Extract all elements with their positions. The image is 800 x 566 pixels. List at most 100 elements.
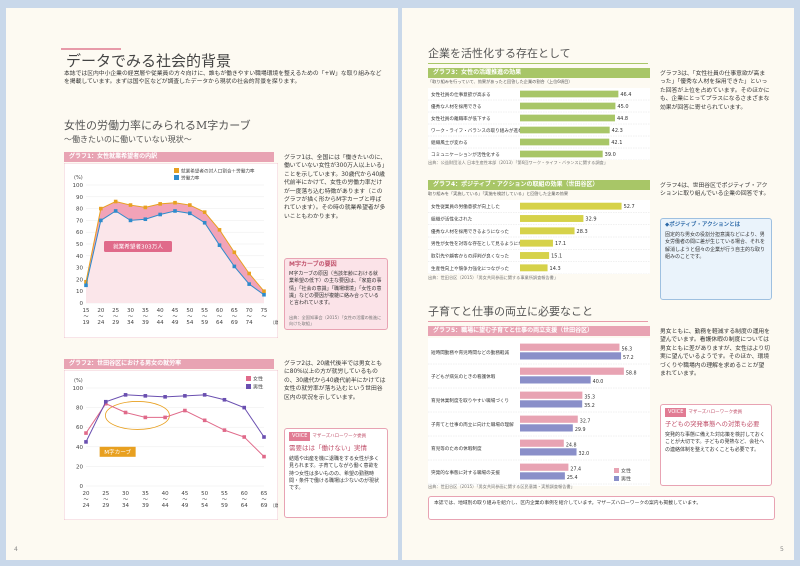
graph5-value: 56.3 <box>621 346 632 352</box>
graph4-bar <box>520 252 550 259</box>
graph5-category: 突発的な事態に対する職場の支援 <box>431 469 500 476</box>
graph1-point <box>143 205 148 210</box>
graph1-ytick: 100 <box>73 183 84 189</box>
graph1-xtick-sep: 〜 <box>83 314 88 320</box>
graph4-bar <box>520 239 553 247</box>
graph2-xtick: 30 <box>122 491 129 497</box>
mcurve-box-text: M字カーブの原因（当該年齢における就業希望の低下）の主な要因は、「家庭の事情」「… <box>289 271 382 306</box>
graph5-bar-female <box>520 367 624 375</box>
graph5-value: 24.8 <box>566 442 577 448</box>
graph3-category: ワーク・ライフ・バランスの取り組みが進む <box>431 127 523 134</box>
graph5-value: 57.2 <box>623 355 634 361</box>
mcurve-box: M字カーブの要因 M字カーブの原因（当該年齢における就業希望の低下）の主な要因は… <box>284 258 388 330</box>
graph2-line-female <box>85 403 265 457</box>
graph1-point <box>143 217 148 222</box>
graph1-xtick: 35 <box>142 308 149 314</box>
graph1-xtick: 50 <box>186 308 193 314</box>
graph5-legend-female: 女性 <box>621 468 631 475</box>
graph1-xtick-end: 34 <box>127 320 134 326</box>
graph5-bar-female <box>520 415 578 423</box>
graph1-xtick: 75 <box>261 308 268 314</box>
graph5-legend-male: 男性 <box>621 476 631 483</box>
section-title: 女性の労働力率にみられるM字カーブ <box>64 119 251 132</box>
section-subtitle: ～働きたいのに働いていない現状～ <box>64 135 192 144</box>
graph1-point <box>84 283 88 288</box>
graph4-header: グラフ4：ポジティブ・アクションの取組の効果（世田谷区） <box>428 180 650 190</box>
graph2-point <box>84 431 88 435</box>
page-number-left: 4 <box>14 546 18 553</box>
pa-box-title: ◆ポジティブ・アクションとは <box>665 222 741 228</box>
graph5-bar-male <box>520 376 591 384</box>
graph4-category: 男性が女性を対等な存在として見るようになった <box>431 240 532 247</box>
graph1-ytick: 10 <box>76 289 83 295</box>
graph1-xtick: 55 <box>201 308 208 314</box>
graph5-chart: 短時間勤務や育児時間などの勤務軽減 56.3 57.2 子どもが病気のときの看護休暇 5… <box>428 338 650 486</box>
graph4-category: 優秀な人材を採用できるようになった <box>431 228 509 235</box>
graph1-ytick: 20 <box>76 277 83 283</box>
graph2-xtick-sep: 〜 <box>182 497 187 503</box>
graph1-xtick-end: 59 <box>201 320 208 326</box>
graph2-ytick: 80 <box>76 406 83 412</box>
graph1-xtick-sep: 〜 <box>217 314 222 320</box>
voice-text-left: 結婚や出産を機に退職をする女性が多く見られます。子育てしながら働く意欲を持つ女性… <box>289 456 380 491</box>
section1-rule <box>428 63 648 64</box>
graph3-value: 46.4 <box>620 92 631 98</box>
graph2-point <box>262 435 266 439</box>
mcurve-box-source: 出典：全国知事会（2015）「女性の活躍の推進に向けた取組」 <box>289 315 382 327</box>
graph5-bar-male <box>520 424 573 432</box>
graph1-xtick: 60 <box>216 308 223 314</box>
graph2-xtick: 60 <box>241 491 248 497</box>
graph4-value: 32.9 <box>585 217 596 223</box>
graph1-point <box>232 250 237 255</box>
graph3-value: 45.0 <box>617 104 628 110</box>
graph3-header: グラフ3：女性の活躍推進の効果 <box>428 68 650 78</box>
graph1-annotation: 就業希望者303万人 <box>113 243 163 251</box>
graph4-text: グラフ4は、世田谷区でポジティブ・アクションに取り組んでいる企業の回答です。 <box>660 183 770 198</box>
graph1-xtick-end: 69 <box>231 320 238 326</box>
graph4-source: 出典：世田谷区（2015）「男女共同参画に関する事業所調査報告書」 <box>428 275 559 280</box>
graph1-xtick: 15 <box>83 308 90 314</box>
graph1-point <box>99 218 103 223</box>
graph2-xtick-sep: 〜 <box>242 497 247 503</box>
graph3-category: 組織風土が変わる <box>431 139 468 146</box>
graph2-xtick-sep: 〜 <box>222 497 227 503</box>
graph2-xunit: （歳） <box>270 502 278 509</box>
graph1-xtick-sep: 〜 <box>98 314 103 320</box>
graph5-category: 育児休業制度を取りやすい職場づくり <box>431 397 509 404</box>
graph5-value: 32.7 <box>580 418 591 424</box>
graph2-point <box>202 393 207 397</box>
graph3-value: 42.3 <box>612 128 623 134</box>
graph5-legend-swatch-female <box>614 468 619 473</box>
graph2-xtick-sep: 〜 <box>202 497 207 503</box>
graph3-value: 42.1 <box>611 140 622 146</box>
voice-title-right: 子どもの突発事態への対策も必要 <box>665 421 760 428</box>
page-number-right: 5 <box>780 546 784 553</box>
graph1-xtick-sep: 〜 <box>113 314 118 320</box>
graph2-ytick: 40 <box>76 445 83 451</box>
graph5-category: 短時間勤務や育児時間などの勤務軽減 <box>431 349 510 356</box>
graph1-xtick-sep: 〜 <box>158 314 163 320</box>
graph2-xtick-sep: 〜 <box>103 497 108 503</box>
graph4-value: 15.1 <box>551 254 562 260</box>
graph2-point <box>222 397 227 402</box>
graph1-xtick: 20 <box>97 308 104 314</box>
graph2-point <box>262 454 266 459</box>
graph1-xtick: 65 <box>231 308 238 314</box>
graph1-point <box>232 264 237 269</box>
graph2-xtick-sep: 〜 <box>123 497 128 503</box>
graph1-xtick-end: 44 <box>157 320 164 326</box>
graph1-point <box>158 202 162 206</box>
graph1-point <box>247 282 251 286</box>
graph2-xtick: 35 <box>142 491 149 497</box>
graph1-legend-swatch-labor <box>174 175 179 180</box>
graph5-value: 35.3 <box>584 394 595 400</box>
graph5-value: 27.4 <box>570 466 581 472</box>
graph3-category: 優秀な人材を採用できる <box>431 103 481 110</box>
graph1-xtick-sep: 〜 <box>247 314 252 320</box>
graph2-point <box>143 415 148 420</box>
graph1-point <box>158 212 162 217</box>
graph1-point <box>173 209 177 213</box>
graph1-point <box>128 203 133 207</box>
graph2-line-male <box>85 394 265 443</box>
voice-tag-right: VOICE マザーズハローワーク委員 <box>665 408 742 418</box>
